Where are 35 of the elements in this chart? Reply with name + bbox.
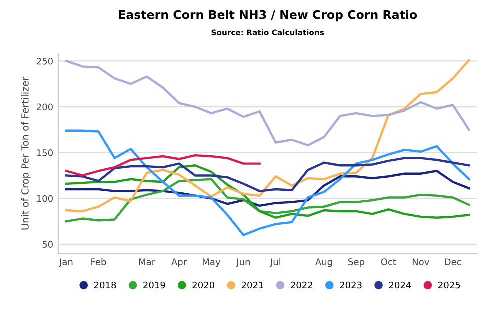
x-tick-label: Dec xyxy=(445,258,462,266)
x-tick-label: Feb xyxy=(92,258,106,266)
x-tick-label: Sep xyxy=(348,258,364,268)
line-series xyxy=(65,59,470,213)
x-tick-label: Jun xyxy=(236,258,250,268)
x-tick-label: Aug xyxy=(315,258,332,268)
x-tick-label: Jul xyxy=(270,258,281,268)
x-tick-label: Oct xyxy=(381,258,396,266)
line-series xyxy=(65,170,470,208)
legend-label: 2022 xyxy=(291,282,312,289)
y-tick-label: 150 xyxy=(37,150,53,156)
y-tick-label: 50 xyxy=(42,241,53,248)
x-tick-label: Mar xyxy=(139,258,156,266)
line-series xyxy=(65,164,470,219)
y-axis-title: Unit of Crop Per Ton of Fertilizer xyxy=(21,76,31,230)
y-tick-label: 250 xyxy=(37,58,53,65)
legend-label: 2018 xyxy=(94,282,116,289)
x-tick-label: May xyxy=(203,258,221,268)
legend-label: 2019 xyxy=(144,282,166,289)
line-series xyxy=(65,157,470,192)
legend-label: 2021 xyxy=(242,282,264,289)
chart-title: Eastern Corn Belt NH3 / New Crop Corn Ratio xyxy=(119,10,418,22)
legend-label: 2025 xyxy=(438,282,460,289)
line-series xyxy=(65,154,261,177)
line-series xyxy=(65,178,470,223)
x-tick-label: Apr xyxy=(172,258,188,268)
legend-label: 2020 xyxy=(192,282,214,289)
line-series xyxy=(65,130,470,236)
legend-label: 2024 xyxy=(389,282,412,289)
y-tick-label: 100 xyxy=(37,195,53,202)
line-series xyxy=(65,60,470,147)
x-tick-label: Jan xyxy=(59,258,73,268)
legend-label: 2023 xyxy=(340,282,362,289)
x-tick-label: Nov xyxy=(412,258,430,266)
y-tick-label: 200 xyxy=(37,104,53,111)
